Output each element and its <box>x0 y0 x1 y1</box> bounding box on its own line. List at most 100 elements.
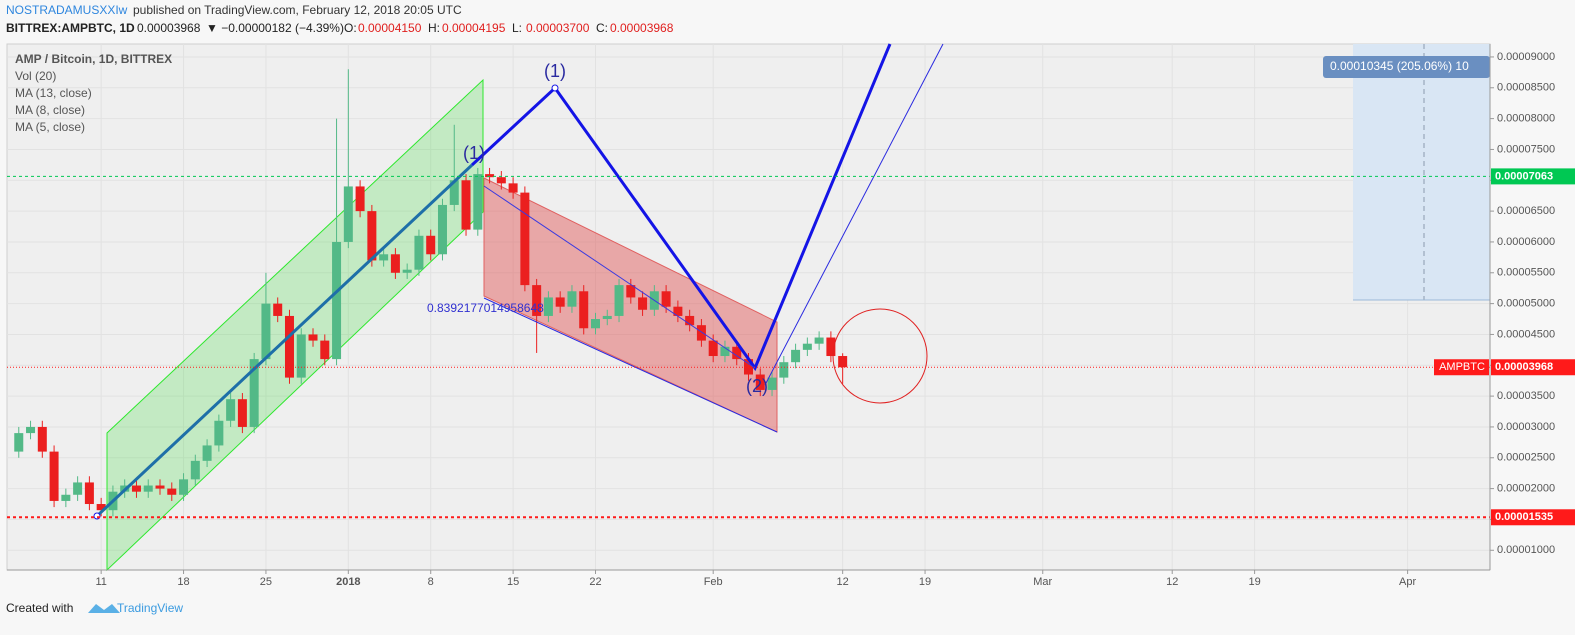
y-tick-label: 0.00005000 <box>1497 298 1555 310</box>
ohlc-label: L: <box>512 21 522 35</box>
change: ▼ −0.00000182 (−4.39%) <box>206 21 344 35</box>
candle-body <box>167 488 177 495</box>
candle-body <box>814 337 824 344</box>
candle-body <box>838 356 848 368</box>
wave-point <box>551 84 559 92</box>
y-tick-label: 0.00003000 <box>1497 421 1555 433</box>
candle-body <box>614 285 624 316</box>
legend: AMP / Bitcoin, 1D, BITTREX Vol (20) MA (13… <box>15 52 172 134</box>
grid <box>7 44 1490 570</box>
symbol: BITTREX:AMPBTC, 1D <box>6 21 135 35</box>
candle-body <box>638 297 648 310</box>
measure-box <box>1353 44 1490 300</box>
ohlc: O: 0.00004150 H: 0.00004195 L: 0.00003700 C: 0.… <box>344 21 674 35</box>
ohlc-value: 0.00003700 <box>526 21 590 35</box>
y-tick-label: 0.00006500 <box>1497 205 1555 217</box>
x-tick-label: 8 <box>428 576 434 588</box>
candle-body <box>179 479 189 495</box>
candle-body <box>661 291 671 307</box>
candle-body <box>555 297 565 307</box>
candle-body <box>379 254 389 261</box>
candle-body <box>284 315 294 378</box>
candle-body <box>720 346 730 357</box>
candle-body <box>767 377 777 390</box>
price-label: 0.00001535 <box>1495 511 1553 523</box>
x-tick-label: 15 <box>507 576 519 588</box>
candle-body <box>732 346 742 360</box>
price-label-bg <box>1491 168 1575 185</box>
ohlc-value: 0.00004195 <box>442 21 506 35</box>
candle-body <box>779 362 789 378</box>
x-tick-label: 18 <box>177 576 189 588</box>
brand-logo <box>88 604 120 613</box>
candle-body <box>202 445 212 461</box>
candle-body <box>685 315 695 326</box>
candle-body <box>332 241 342 360</box>
candle-body <box>155 485 165 489</box>
x-tick-label: 11 <box>95 576 106 588</box>
plot-area <box>6 43 1491 571</box>
candle-body <box>755 374 765 390</box>
candle-body <box>473 174 483 230</box>
candle-body <box>626 285 636 298</box>
measure-label-bg <box>1323 56 1490 78</box>
footer-brand[interactable]: TradingView <box>117 601 183 615</box>
published: published on TradingView.com, February 1… <box>133 3 462 17</box>
candle-body <box>414 235 424 270</box>
candle-body <box>579 291 589 329</box>
fib-ratio: 0.8392177014958648 <box>427 301 544 315</box>
candle-body <box>802 343 812 350</box>
candle-body <box>61 494 71 501</box>
candle-body <box>791 349 801 363</box>
candle-body <box>508 183 518 193</box>
candle-body <box>496 177 506 184</box>
x-tick-label: 22 <box>589 576 601 588</box>
candle-body <box>143 485 153 492</box>
candle-body <box>826 337 836 357</box>
candle-body <box>567 291 577 307</box>
candle-body <box>696 325 706 341</box>
drawings-under <box>106 44 1490 572</box>
price-name: AMPBTC <box>1439 361 1485 373</box>
candle-body <box>602 315 612 320</box>
candle-body <box>390 254 400 273</box>
fib-line <box>483 185 756 369</box>
candle-body <box>320 340 330 360</box>
candle-body <box>708 340 718 357</box>
candle-body <box>226 399 236 421</box>
legend-entry: AMP / Bitcoin, 1D, BITTREX <box>15 52 172 66</box>
x-tick-label: 19 <box>1248 576 1260 588</box>
footer-text: Created with <box>6 601 73 615</box>
candle-body <box>449 180 459 205</box>
highlight-circle <box>832 308 928 404</box>
y-tick-label: 0.00002000 <box>1497 483 1555 495</box>
candle-body <box>96 504 106 511</box>
candle-body <box>273 303 283 316</box>
legend-entry: Vol (20) <box>15 69 56 83</box>
candle-body <box>37 426 47 452</box>
price-label-bg <box>1491 359 1575 376</box>
candle-body <box>214 420 224 446</box>
y-tick-label: 0.00003500 <box>1497 390 1555 402</box>
candle-body <box>237 399 247 427</box>
candle-body <box>402 269 412 273</box>
ohlc-label: C: <box>596 21 608 35</box>
ohlc-label: H: <box>428 21 440 35</box>
candle-body <box>73 482 83 495</box>
wave-label: (1) <box>463 143 485 163</box>
legend-entry: MA (5, close) <box>15 120 85 134</box>
candle-body <box>673 306 683 316</box>
wave-line <box>470 43 892 372</box>
candle-body <box>308 334 318 341</box>
candle-body <box>355 186 365 212</box>
wave-label: (2) <box>746 376 768 396</box>
legend-entry: MA (8, close) <box>15 103 85 117</box>
candle-body <box>296 334 306 378</box>
candle-body <box>26 426 36 434</box>
candle-body <box>485 174 495 178</box>
x-tick-label: Mar <box>1033 576 1052 588</box>
candle-body <box>520 192 530 286</box>
author: NOSTRADAMUSXXIw <box>6 3 128 17</box>
x-tick-label: 25 <box>260 576 272 588</box>
